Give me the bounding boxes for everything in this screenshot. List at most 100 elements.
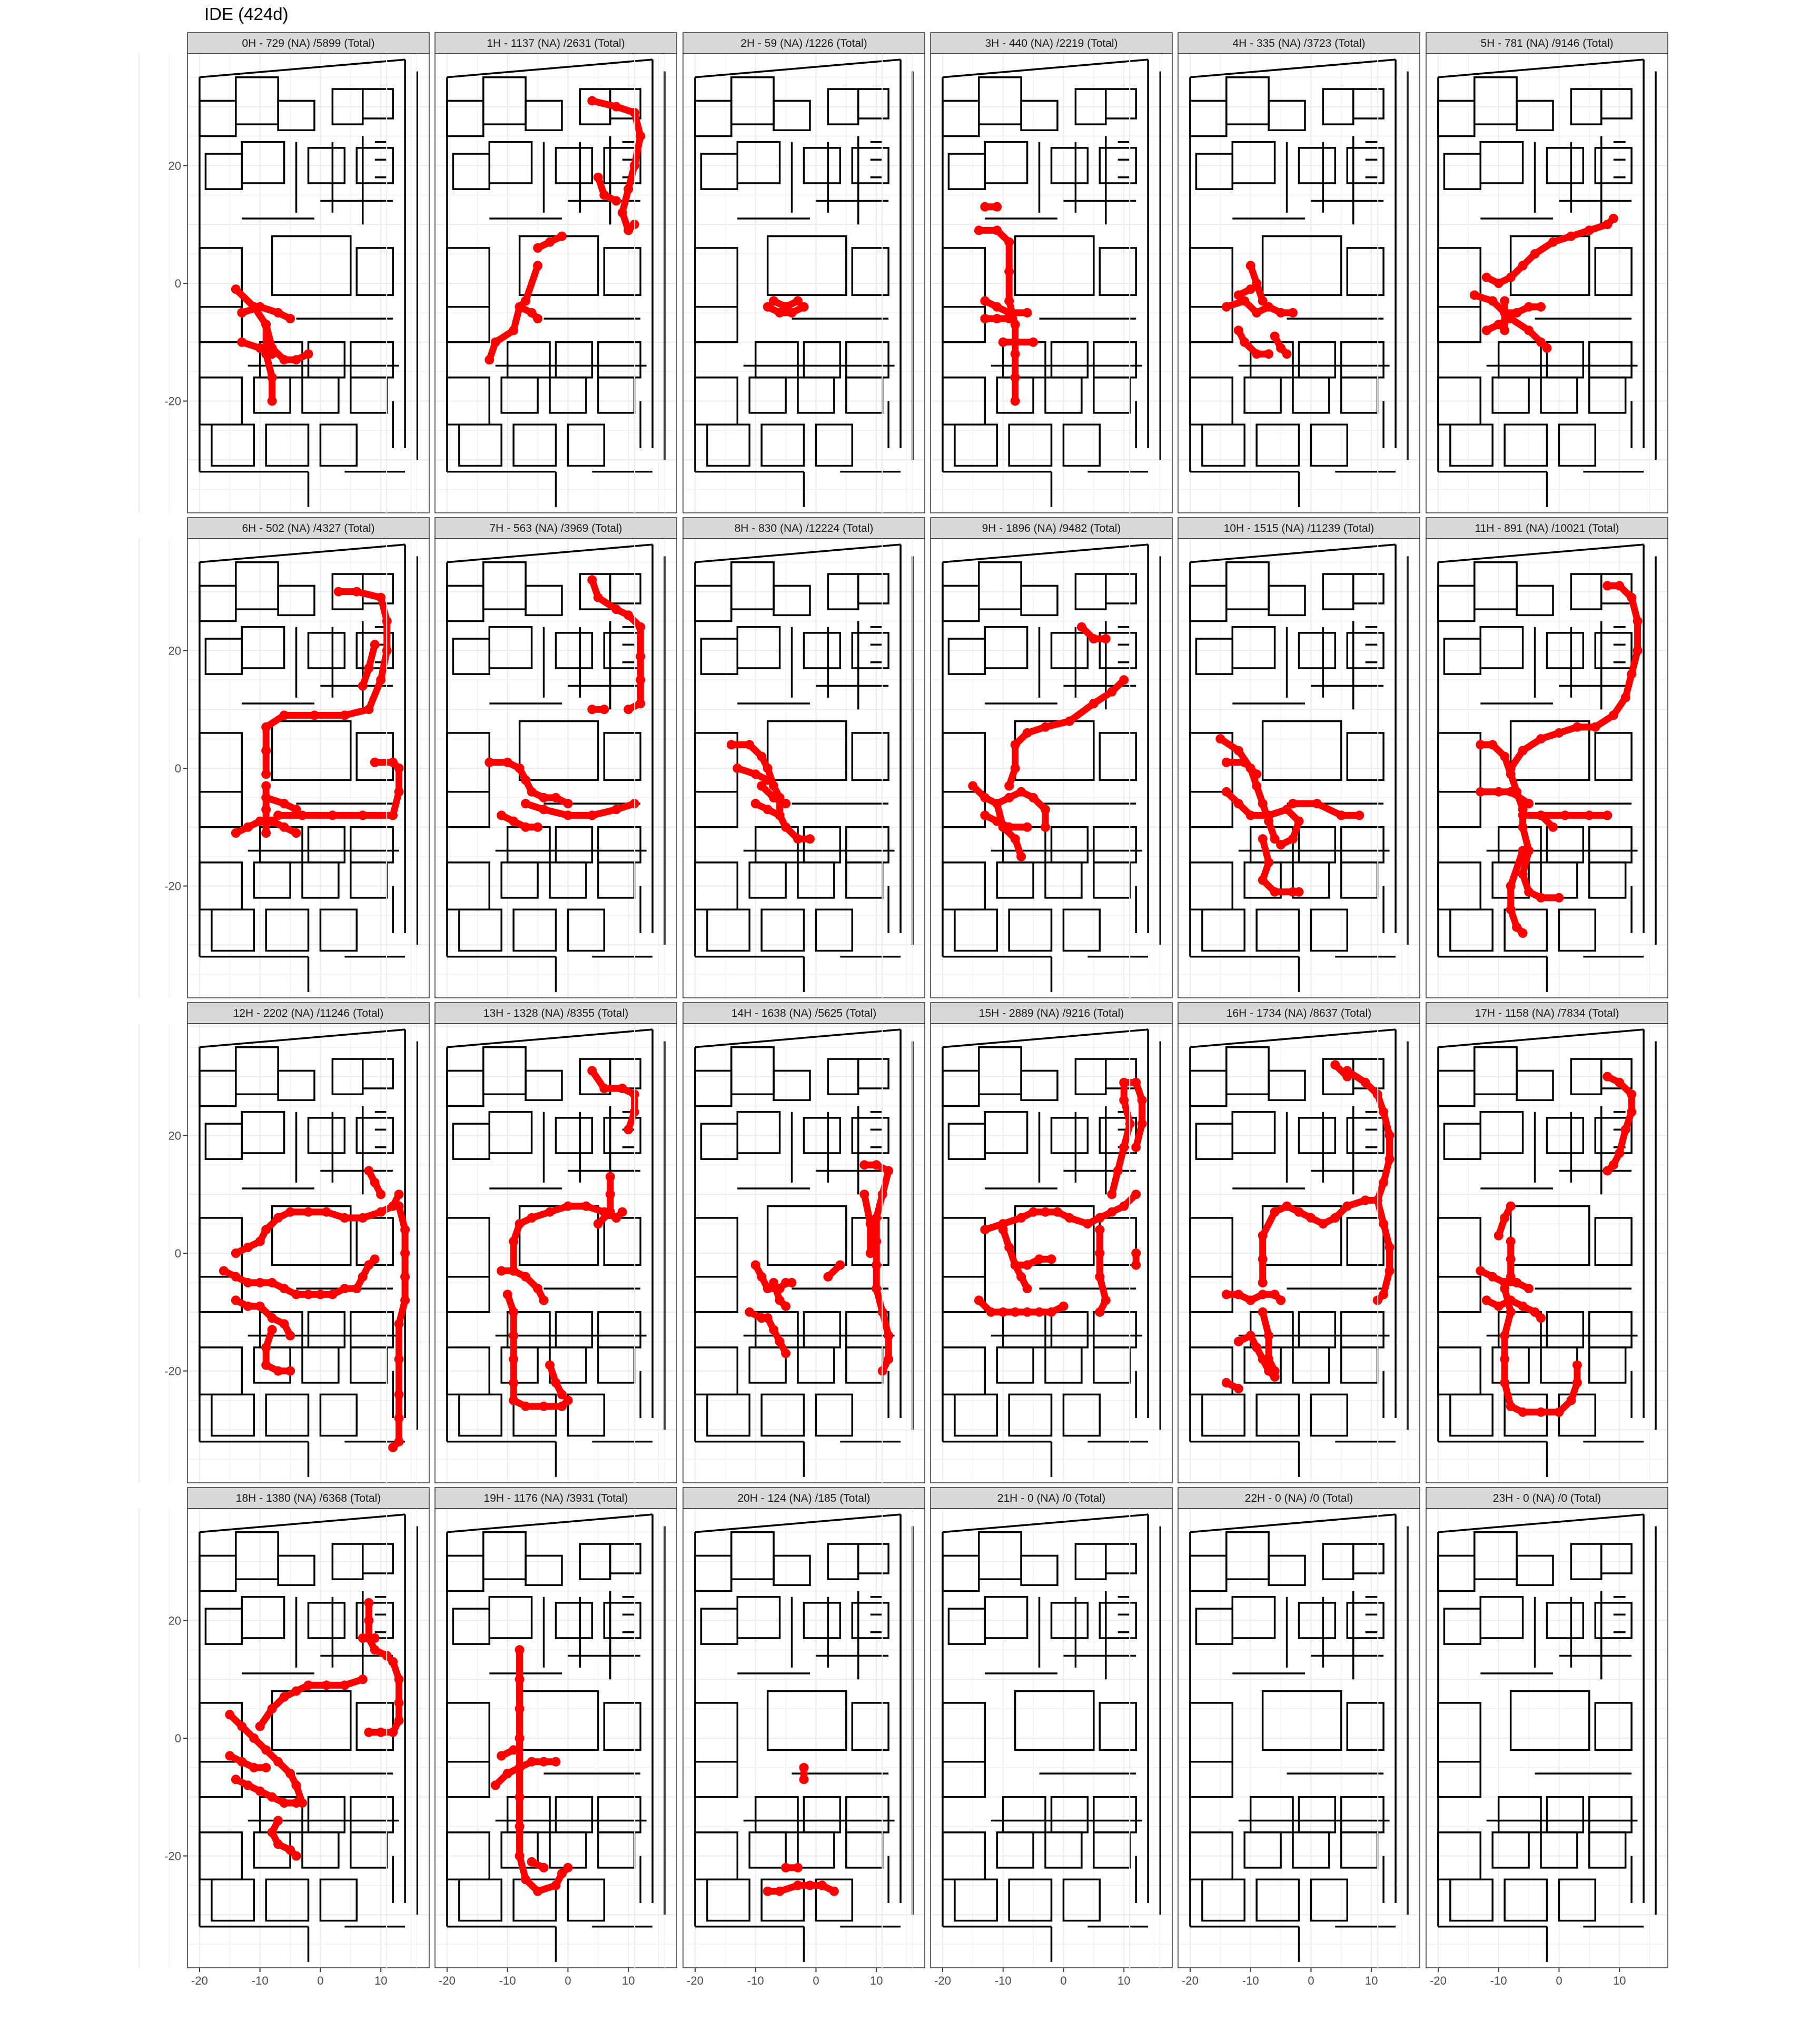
location-point (261, 769, 271, 779)
location-point (1282, 349, 1292, 359)
location-point (1506, 905, 1516, 915)
floor-plan-wall (447, 543, 653, 563)
location-point (998, 1225, 1008, 1235)
location-point (1572, 1377, 1582, 1387)
location-track (764, 303, 807, 316)
location-point (1560, 810, 1570, 820)
floor-plan-room (1479, 1111, 1524, 1154)
location-point (340, 1680, 350, 1690)
location-point (225, 1710, 235, 1720)
location-point (593, 592, 603, 602)
location-point (400, 1272, 410, 1282)
location-point (267, 1827, 277, 1837)
location-point (1312, 799, 1322, 809)
floor-plan-room (1062, 423, 1101, 467)
floor-plan (694, 58, 914, 507)
facet-panel: 9H - 1896 (NA) /9482 (Total) (882, 517, 1173, 998)
y-tick-label: 0 (175, 1732, 181, 1745)
location-point (733, 764, 743, 773)
location-point (1566, 231, 1576, 241)
x-tick-label: -10 (995, 1974, 1012, 1987)
location-point (1603, 581, 1613, 591)
floor-plan-room (1310, 423, 1349, 467)
location-point (611, 1213, 621, 1223)
location-point (1488, 740, 1498, 750)
location-point (370, 1633, 380, 1643)
floor-plan-room (488, 141, 533, 184)
floor-plan-room (773, 100, 811, 132)
location-point (1034, 1307, 1044, 1317)
floor-plan-room (265, 1393, 310, 1437)
location-point (1083, 1219, 1093, 1229)
floor-plan-room (549, 376, 587, 414)
location-point (1506, 1236, 1516, 1246)
facet-strip-label: 22H - 0 (NA) /0 (Total) (1245, 1492, 1353, 1504)
location-point (376, 1207, 386, 1217)
facet-strip-label: 10H - 1515 (NA) /11239 (Total) (1224, 522, 1374, 534)
location-point (1384, 1131, 1394, 1141)
location-point (1022, 1260, 1032, 1270)
panel-border (434, 1508, 677, 1968)
floor-plan-room (301, 1346, 340, 1384)
location-point (1518, 1407, 1528, 1417)
location-point (775, 810, 785, 820)
floor-plan-room (271, 720, 352, 781)
location-point (1615, 1148, 1625, 1158)
floor-plan-room (706, 423, 750, 467)
facet-strip-label: 19H - 1176 (NA) /3931 (Total) (484, 1492, 628, 1504)
location-point (624, 610, 634, 620)
location-point (521, 775, 531, 785)
location-point (1258, 296, 1268, 306)
floor-plan-room (797, 1346, 835, 1384)
floor-plan (1437, 58, 1657, 507)
floor-plan-wall (199, 543, 405, 563)
location-point (279, 355, 289, 365)
location-point (1016, 1272, 1026, 1282)
location-point (509, 1377, 519, 1387)
location-point (243, 1277, 253, 1287)
location-point (1119, 675, 1129, 685)
location-point (563, 1862, 573, 1872)
floor-plan-room (1243, 1831, 1282, 1869)
location-point (291, 1686, 301, 1696)
facet-strip-label: 12H - 2202 (NA) /11246 (Total) (233, 1007, 384, 1019)
floor-plan-room (1594, 1602, 1633, 1639)
floor-plan (1189, 58, 1409, 507)
location-point (1536, 734, 1546, 744)
location-point (1004, 266, 1014, 276)
location-tracks (1215, 734, 1364, 897)
location-point (490, 337, 500, 347)
floor-plan-room (1292, 861, 1330, 899)
location-point (502, 1290, 512, 1300)
location-point (237, 1757, 247, 1767)
location-point (1379, 1219, 1389, 1229)
location-point (1276, 308, 1286, 318)
floor-plan-room (1292, 1831, 1330, 1869)
location-point (1004, 792, 1014, 802)
floor-plan-room (1062, 908, 1101, 952)
location-point (267, 396, 277, 406)
panel-border (930, 1508, 1173, 1968)
floor-plan-room (851, 1702, 889, 1751)
location-point (533, 822, 543, 832)
y-tick-label: 0 (175, 277, 181, 290)
location-point (303, 1207, 313, 1217)
floor-plan-room (1509, 1205, 1590, 1266)
location-track (1012, 1255, 1055, 1268)
x-tick-label: -20 (191, 1974, 208, 1987)
location-point (1584, 225, 1594, 235)
location-point (358, 810, 368, 820)
location-point (793, 1880, 803, 1890)
floor-plan-room (319, 1878, 358, 1922)
location-point (1252, 279, 1262, 288)
facet-strip-label: 9H - 1896 (NA) /9482 (Total) (982, 522, 1121, 534)
facet-strip (1426, 1002, 1668, 1024)
floor-plan-room (748, 1346, 787, 1384)
location-point (1010, 372, 1020, 382)
location-point (587, 96, 597, 106)
location-point (231, 1775, 241, 1785)
location-point (539, 1295, 549, 1305)
location-point (763, 764, 773, 773)
location-point (333, 587, 343, 597)
location-point (1270, 331, 1280, 341)
